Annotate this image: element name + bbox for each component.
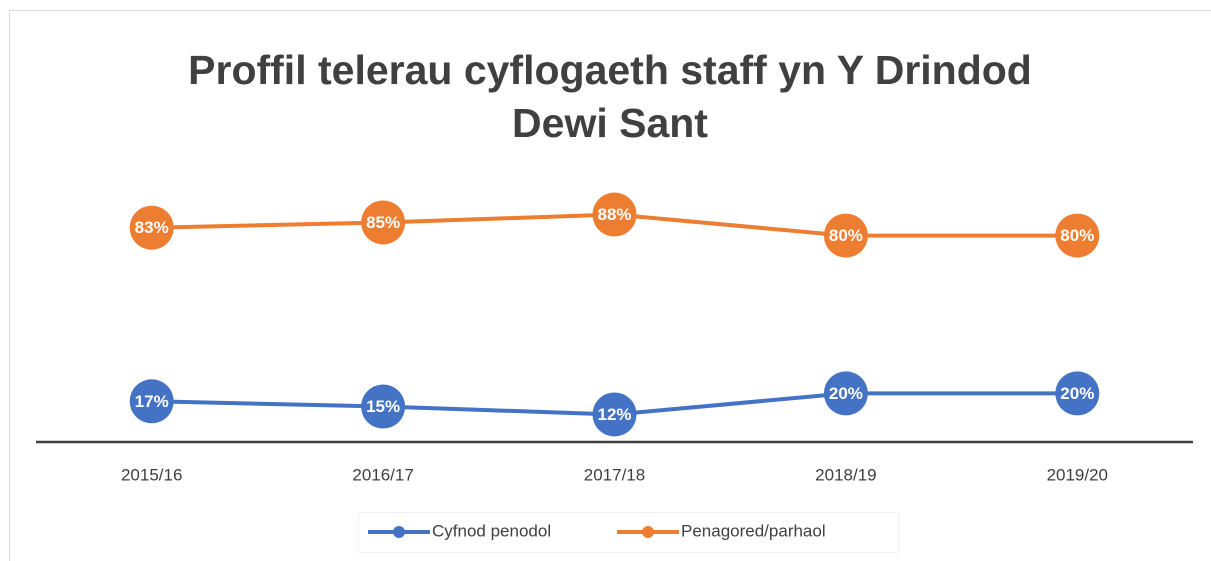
data-label: 20%	[1060, 384, 1094, 403]
data-label: 85%	[366, 213, 400, 232]
data-label: 12%	[597, 405, 631, 424]
data-label: 15%	[366, 397, 400, 416]
data-point	[361, 200, 406, 245]
x-tick-label: 2017/18	[584, 465, 645, 484]
data-label: 20%	[829, 384, 863, 403]
data-point	[361, 384, 406, 429]
data-point	[592, 392, 637, 437]
x-tick-label: 2016/17	[352, 465, 413, 484]
chart-border	[9, 10, 1211, 561]
x-tick-label: 2015/16	[121, 465, 182, 484]
data-label: 83%	[135, 218, 169, 237]
x-tick-label: 2019/20	[1047, 465, 1108, 484]
data-point	[823, 213, 868, 258]
data-point	[592, 192, 637, 237]
data-label: 80%	[829, 226, 863, 245]
data-point	[823, 371, 868, 416]
data-point	[1055, 371, 1100, 416]
chart-title: Proffil telerau cyflogaeth staff yn Y Dr…	[188, 47, 1032, 146]
legend-marker	[642, 526, 654, 538]
data-label: 88%	[597, 205, 631, 224]
legend-marker	[393, 526, 405, 538]
data-point	[129, 205, 174, 250]
legend-label: Cyfnod penodol	[432, 521, 551, 540]
x-tick-label: 2018/19	[815, 465, 876, 484]
data-label: 80%	[1060, 226, 1094, 245]
data-point	[129, 379, 174, 424]
data-label: 17%	[135, 392, 169, 411]
legend-label: Penagored/parhaol	[681, 521, 826, 540]
data-point	[1055, 213, 1100, 258]
